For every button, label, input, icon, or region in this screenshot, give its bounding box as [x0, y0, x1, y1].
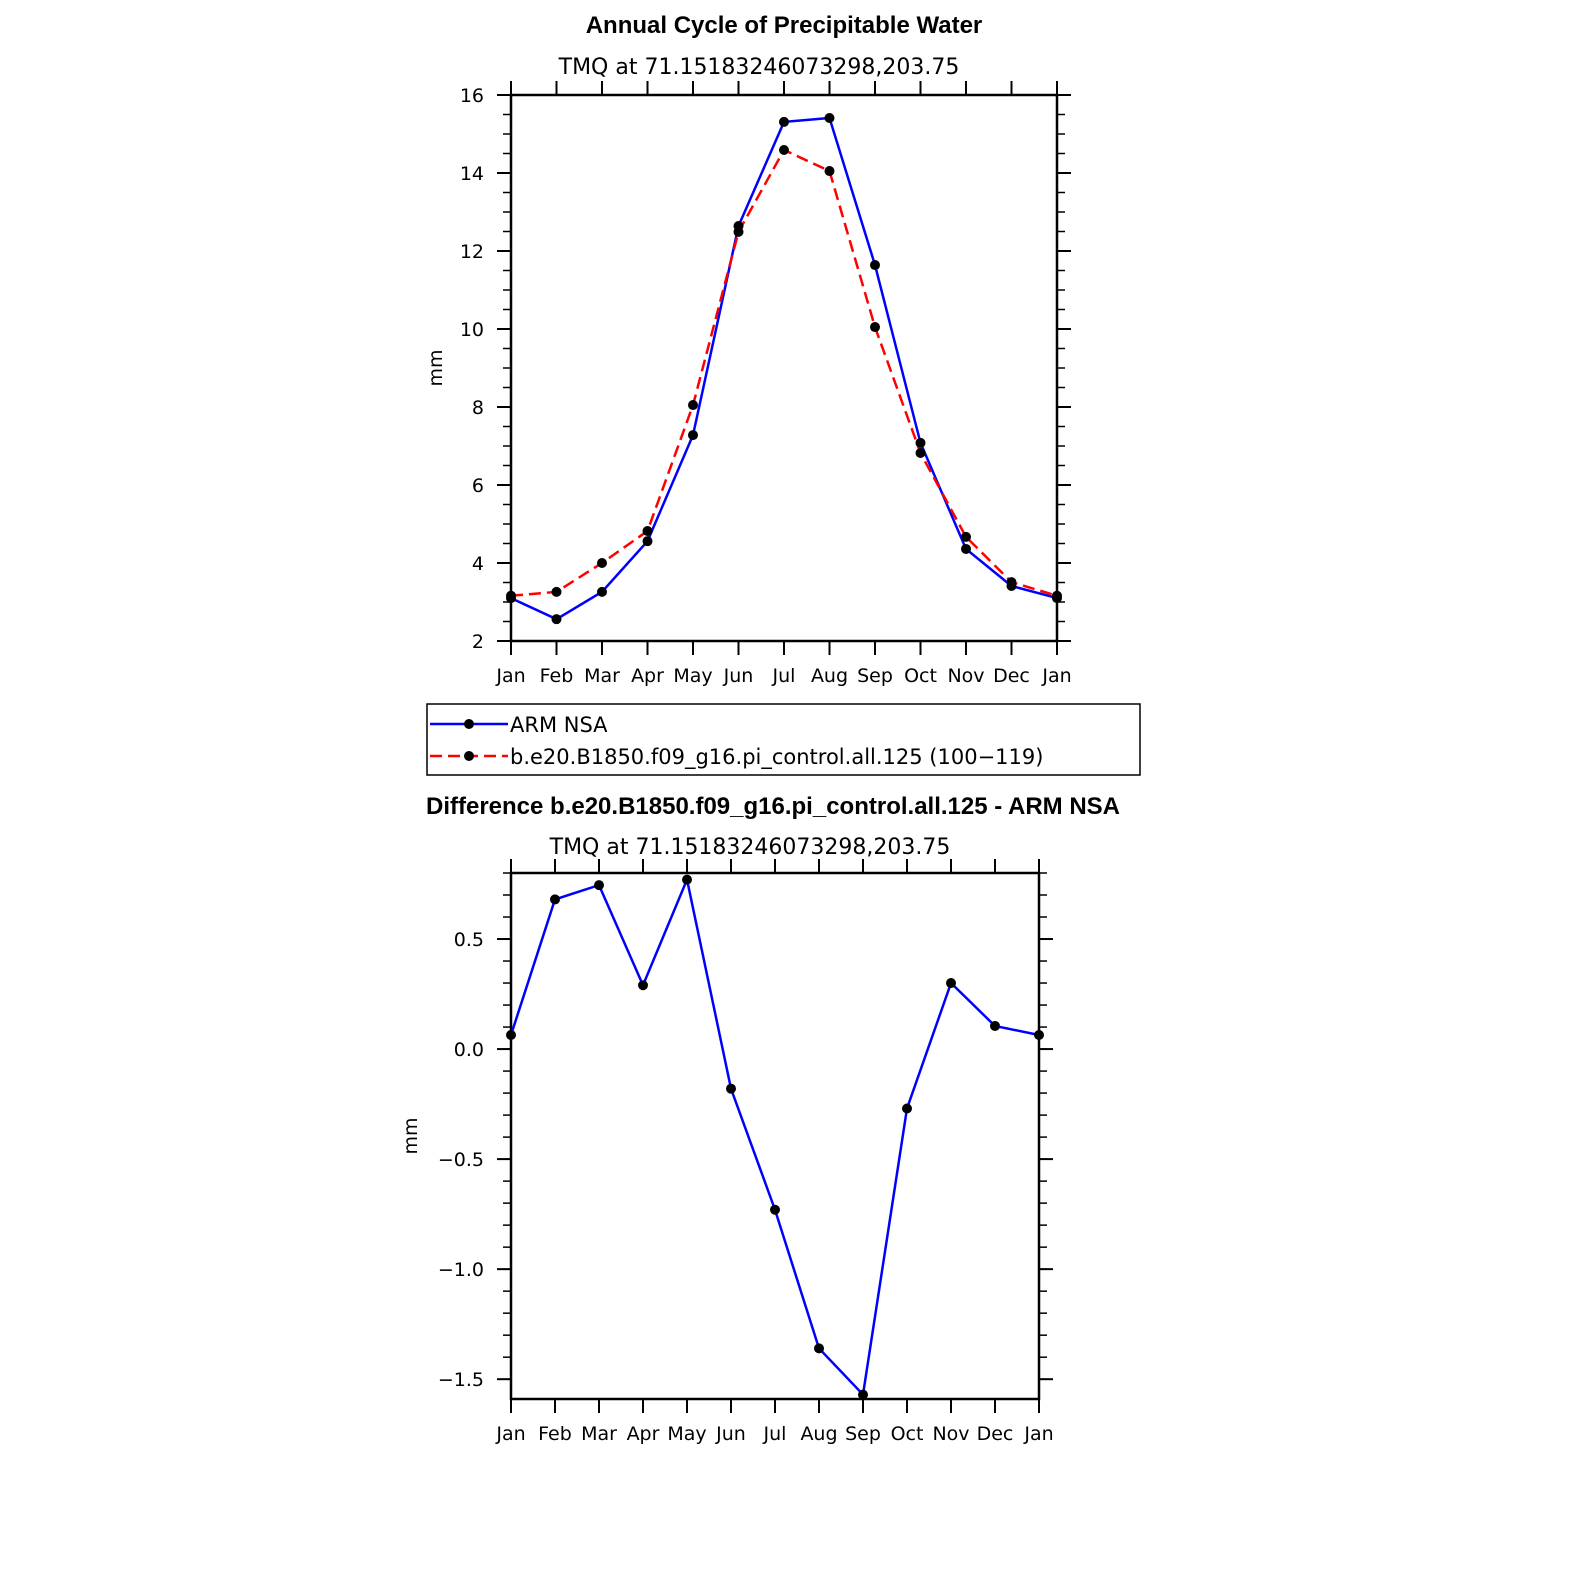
- y-tick-label: −1.0: [438, 1259, 484, 1281]
- data-point: [824, 166, 835, 177]
- x-tick-label: Aug: [800, 1423, 837, 1445]
- data-point: [551, 586, 562, 597]
- x-tick-label: May: [667, 1423, 706, 1445]
- y-tick-label: 16: [460, 85, 484, 107]
- y-tick-label: 0.5: [454, 929, 484, 951]
- data-point: [1052, 590, 1062, 601]
- data-point: [915, 448, 926, 459]
- chart-panel-1: Annual Cycle of Precipitable Water TMQ at…: [425, 12, 1141, 776]
- x-tick-label: Sep: [845, 1423, 881, 1445]
- data-point: [961, 531, 971, 542]
- y-tick-label: 12: [460, 241, 484, 263]
- data-point: [688, 430, 698, 441]
- data-point: [770, 1204, 780, 1215]
- data-point: [824, 113, 835, 124]
- x-tick-label: Mar: [581, 1423, 617, 1445]
- y-tick-label: −1.5: [438, 1369, 484, 1391]
- data-point: [726, 1083, 736, 1094]
- chart-subtitle: TMQ at 71.15183246073298,203.75: [558, 55, 960, 80]
- data-point: [1034, 1029, 1044, 1040]
- x-tick-label: May: [673, 665, 712, 687]
- data-point: [688, 400, 698, 411]
- chart-title: Annual Cycle of Precipitable Water: [586, 12, 983, 39]
- data-point: [814, 1343, 824, 1354]
- y-tick-label: 6: [472, 475, 484, 497]
- data-point: [779, 144, 789, 155]
- data-point: [946, 978, 956, 989]
- data-point: [638, 980, 648, 991]
- data-point: [779, 116, 789, 127]
- chart-panel-2: Difference b.e20.B1850.f09_g16.pi_contro…: [400, 793, 1120, 1445]
- data-point: [990, 1020, 1000, 1031]
- data-point: [870, 322, 880, 333]
- data-point: [551, 614, 562, 625]
- x-tick-label: Jun: [723, 665, 754, 687]
- y-tick-label: 4: [472, 553, 484, 575]
- series-line-2: [510, 148, 1058, 598]
- data-point: [597, 558, 607, 568]
- data-point: [902, 1103, 912, 1114]
- data-point: [915, 437, 926, 448]
- plot-frame: [509, 93, 1059, 643]
- x-tick-label: Jan: [495, 665, 525, 687]
- data-point: [642, 536, 653, 547]
- x-tick-label: Jan: [1023, 1423, 1053, 1445]
- legend-label-2: b.e20.B1850.f09_g16.pi_control.all.125 (…: [510, 745, 1043, 770]
- x-tick-label: Jul: [763, 1423, 787, 1445]
- data-point: [597, 586, 607, 597]
- data-point: [858, 1389, 868, 1400]
- x-tick-label: Feb: [540, 665, 574, 687]
- chart-subtitle: TMQ at 71.15183246073298,203.75: [549, 835, 951, 860]
- x-tick-label: Jun: [715, 1423, 746, 1445]
- legend-label-1: ARM NSA: [510, 713, 608, 737]
- data-point: [642, 526, 653, 537]
- x-tick-label: Oct: [904, 665, 937, 687]
- data-point: [1006, 577, 1017, 588]
- x-tick-label: Jan: [495, 1423, 525, 1445]
- x-tick-label: Sep: [857, 665, 893, 687]
- data-point: [733, 226, 744, 237]
- y-axis-label: mm: [400, 1117, 422, 1154]
- data-point: [594, 880, 604, 891]
- data-point: [870, 260, 880, 271]
- y-tick-label: −0.5: [438, 1149, 484, 1171]
- legend-box: [426, 703, 1141, 776]
- y-tick-label: 2: [472, 631, 484, 653]
- x-tick-label: Aug: [811, 665, 848, 687]
- x-tick-label: Apr: [631, 665, 664, 687]
- x-tick-label: Jan: [1041, 665, 1071, 687]
- data-point: [506, 1029, 516, 1040]
- x-tick-label: Feb: [538, 1423, 572, 1445]
- x-tick-label: Nov: [947, 665, 984, 687]
- y-axis-label: mm: [425, 349, 447, 386]
- y-tick-label: 0.0: [454, 1039, 484, 1061]
- series-line-1: [509, 875, 1040, 1398]
- plot-frame: [509, 871, 1041, 1401]
- legend-marker: [464, 751, 474, 761]
- chart-title: Difference b.e20.B1850.f09_g16.pi_contro…: [426, 793, 1120, 820]
- x-tick-label: Apr: [627, 1423, 660, 1445]
- data-point: [506, 590, 516, 601]
- x-tick-label: Dec: [993, 665, 1030, 687]
- series-line-1: [510, 116, 1058, 621]
- x-tick-label: Jul: [772, 665, 796, 687]
- x-tick-label: Dec: [977, 1423, 1014, 1445]
- data-point: [682, 874, 692, 885]
- data-point: [961, 543, 971, 554]
- y-tick-label: 14: [460, 163, 484, 185]
- data-point: [550, 894, 560, 905]
- legend-marker: [464, 719, 474, 729]
- legend: ARM NSA b.e20.B1850.f09_g16.pi_control.al…: [426, 703, 1141, 776]
- y-tick-label: 8: [472, 397, 484, 419]
- y-tick-label: 10: [460, 319, 484, 341]
- x-tick-label: Nov: [932, 1423, 969, 1445]
- x-tick-label: Mar: [584, 665, 620, 687]
- x-tick-label: Oct: [891, 1423, 924, 1445]
